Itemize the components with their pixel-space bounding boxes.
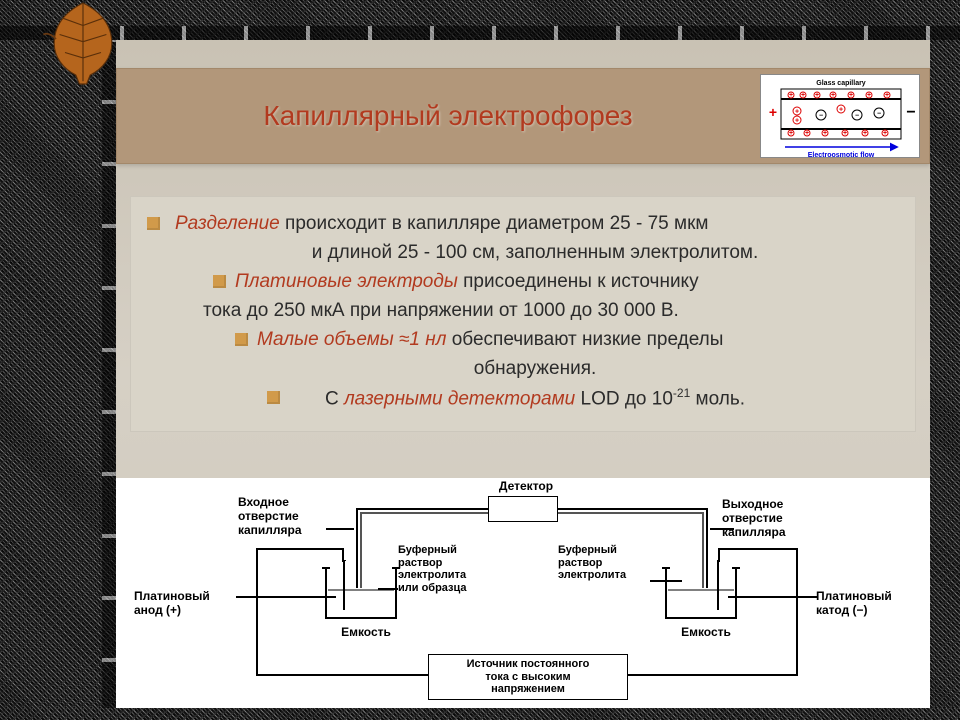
svg-text:−: − (819, 113, 823, 120)
label-cathode: Платиновый катод (−) (816, 590, 926, 618)
svg-text:+: + (805, 130, 809, 137)
svg-text:+: + (843, 130, 847, 137)
bullet-1: Разделение происходит в капилляре диамет… (175, 211, 895, 238)
svg-text:+: + (863, 130, 867, 137)
svg-text:+: + (885, 92, 889, 99)
svg-text:−: − (877, 111, 881, 118)
svg-text:+: + (795, 118, 799, 125)
box-detector (488, 496, 558, 522)
bullet-1-em: Разделение (175, 213, 280, 234)
label-inlet: Входное отверстие капилляра (238, 496, 338, 537)
svg-text:Glass capillary: Glass capillary (816, 80, 866, 87)
slide-body: Капиллярный электрофорез Glass capillary… (116, 40, 930, 708)
bullet-1b: и длиной 25 - 100 см, заполненным электр… (175, 240, 895, 267)
label-buffer-2: Буферный раствор электролита (558, 544, 658, 582)
beaker-left (316, 560, 406, 630)
bullet-4-em: лазерными детекторами (344, 388, 575, 409)
svg-text:+: + (789, 130, 793, 137)
bullet-2: Платиновые электроды присоединены к исто… (175, 269, 895, 296)
decor-border-bottom (0, 708, 960, 720)
beaker-right (656, 560, 746, 630)
svg-text:+: + (795, 109, 799, 116)
svg-text:−: − (906, 104, 915, 121)
svg-text:+: + (883, 130, 887, 137)
decor-border-top (0, 0, 960, 40)
svg-text:+: + (831, 92, 835, 99)
decor-border-left (0, 0, 116, 720)
svg-text:+: + (769, 104, 777, 120)
bullet-3: Малые объемы ≈1 нл обеспечивают низкие п… (175, 327, 895, 354)
label-vessel-1: Емкость (326, 626, 406, 640)
svg-text:+: + (839, 107, 843, 114)
bullet-4: С лазерными детекторами LOD до 10-21 мол… (175, 385, 895, 413)
svg-text:+: + (789, 92, 793, 99)
box-power-source: Источник постоянного тока с высоким напр… (428, 654, 628, 700)
leaf-icon (38, 0, 128, 91)
bullet-list: Разделение происходит в капилляре диамет… (130, 196, 916, 432)
label-detector: Детектор (476, 480, 576, 494)
svg-text:+: + (815, 92, 819, 99)
bullet-2-em: Платиновые электроды (235, 271, 458, 292)
svg-text:+: + (849, 92, 853, 99)
decor-border-right (930, 0, 960, 720)
svg-text:+: + (823, 130, 827, 137)
svg-text:−: − (855, 113, 859, 120)
capillary-thumbnail: Glass capillary + − + + + + + + + + + + (760, 74, 920, 158)
apparatus-diagram: Детектор Входное отверстие капилляра Вых… (116, 478, 930, 708)
label-anode: Платиновый анод (+) (134, 590, 244, 618)
label-buffer-1: Буферный раствор электролита или образца (398, 544, 508, 595)
bullet-2b: тока до 250 мкА при напряжении от 1000 д… (175, 298, 895, 325)
svg-text:+: + (867, 92, 871, 99)
bullet-3-em: Малые объемы ≈1 нл (257, 329, 446, 350)
bullet-3b: обнаружения. (175, 356, 895, 383)
svg-text:+: + (801, 92, 805, 99)
svg-text:Electroosmotic flow: Electroosmotic flow (808, 152, 875, 159)
label-vessel-2: Емкость (666, 626, 746, 640)
title-bar: Капиллярный электрофорез Glass capillary… (116, 68, 930, 164)
label-outlet: Выходное отверстие капилляра (722, 498, 822, 539)
